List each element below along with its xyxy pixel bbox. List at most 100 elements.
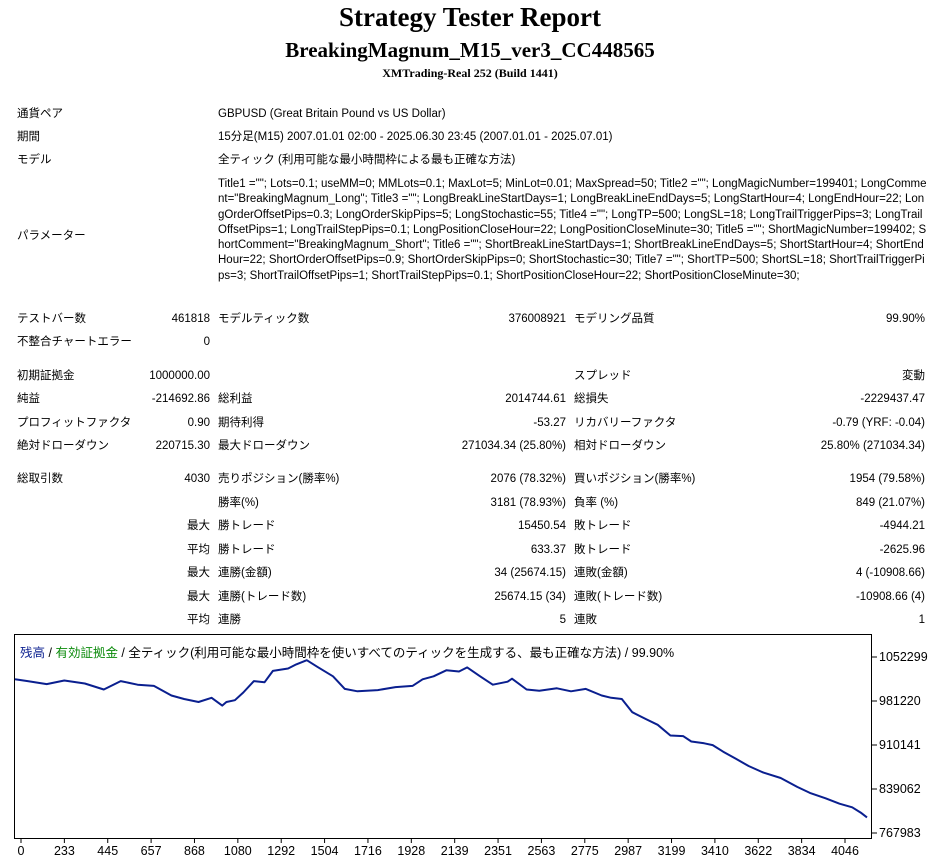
long-positions-label: 買いポジション(勝率%) xyxy=(574,473,696,485)
balance-chart-frame xyxy=(14,634,872,839)
largest-win-label: 勝トレード xyxy=(218,520,276,532)
legend-separator: / xyxy=(45,646,56,660)
x-tick-label: 868 xyxy=(184,844,205,858)
x-tick-label: 2775 xyxy=(571,844,599,858)
max-drawdown-value: 271034.34 (25.80%) xyxy=(461,440,566,452)
short-positions-label: 売りポジション(勝率%) xyxy=(218,473,340,485)
expected-payoff-label: 期待利得 xyxy=(218,417,264,429)
expected-payoff-value: -53.27 xyxy=(533,417,566,429)
deposit-value: 1000000.00 xyxy=(149,370,210,382)
average-consecutive-losses-label: 連敗 xyxy=(574,614,597,626)
model-label: モデル xyxy=(17,154,52,166)
x-tick-label: 1292 xyxy=(267,844,295,858)
symbol-value: GBPUSD (Great Britain Pound vs US Dollar… xyxy=(218,108,446,120)
report-title: Strategy Tester Report xyxy=(339,2,601,32)
loss-rate-value: 849 (21.07%) xyxy=(855,497,925,509)
total-trades-label: 総取引数 xyxy=(17,473,63,485)
x-tick-label: 1504 xyxy=(311,844,339,858)
average-win-value: 633.37 xyxy=(530,544,566,556)
server-info: XMTrading-Real 252 (Build 1441) xyxy=(382,66,558,80)
short-positions-value: 2076 (78.32%) xyxy=(490,473,566,485)
expert-name: BreakingMagnum_M15_ver3_CC448565 xyxy=(285,38,655,62)
consecutive-losses-money-label: 連敗(金額) xyxy=(574,567,628,579)
average-consecutive-wins-label: 連勝 xyxy=(218,614,241,626)
spread-value: 変動 xyxy=(902,370,925,382)
consecutive-profit-label: 連勝(トレード数) xyxy=(218,591,307,603)
largest-loss-value: -4944.21 xyxy=(879,520,925,532)
legend-model: 全ティック(利用可能な最小時間枠を使いすべてのティックを生成する、最も正確な方法… xyxy=(128,646,675,660)
x-tick-label: 2563 xyxy=(528,844,556,858)
largest-label: 最大 xyxy=(187,520,210,532)
bars-value: 461818 xyxy=(171,313,210,325)
consecutive-loss-value: -10908.66 (4) xyxy=(855,591,925,603)
bars-label: テストバー数 xyxy=(17,313,86,325)
params-value: Title1 =""; Lots=0.1; useMM=0; MMLots=0.… xyxy=(218,178,927,282)
ticks-label: モデルティック数 xyxy=(218,313,310,325)
recovery-factor-value: -0.79 (YRF: -0.04) xyxy=(832,417,925,429)
consecutive-losses-money-value: 4 (-10908.66) xyxy=(855,567,925,579)
quality-value: 99.90% xyxy=(885,313,925,325)
relative-drawdown-label: 相対ドローダウン xyxy=(574,440,666,452)
x-tick-label: 3410 xyxy=(701,844,729,858)
profit-factor-label: プロフィットファクタ xyxy=(17,417,132,429)
mismatch-label: 不整合チャートエラー xyxy=(17,336,132,348)
x-tick-label: 1716 xyxy=(354,844,382,858)
absolute-drawdown-label: 絶対ドローダウン xyxy=(17,440,109,452)
net-profit-value: -214692.86 xyxy=(151,393,210,405)
average-loss-value: -2625.96 xyxy=(879,544,925,556)
profit-factor-value: 0.90 xyxy=(187,417,210,429)
model-value: 全ティック (利用可能な最小時間枠による最も正確な方法) xyxy=(218,154,516,166)
consecutive-loss-label: 連敗(トレード数) xyxy=(574,591,663,603)
max-consecutive-count-label: 最大 xyxy=(187,591,210,603)
max-consecutive-label: 最大 xyxy=(187,567,210,579)
y-tick-label: 981220 xyxy=(879,694,921,708)
period-value: 15分足(M15) 2007.01.01 02:00 - 2025.06.30 … xyxy=(218,131,613,143)
average-label: 平均 xyxy=(187,544,210,556)
x-tick-label: 657 xyxy=(141,844,162,858)
largest-loss-label: 敗トレード xyxy=(574,520,632,532)
average-loss-label: 敗トレード xyxy=(574,544,632,556)
x-tick-label: 1080 xyxy=(224,844,252,858)
x-tick-label: 3834 xyxy=(788,844,816,858)
x-tick-label: 445 xyxy=(97,844,118,858)
ticks-value: 376008921 xyxy=(508,313,566,325)
x-tick-label: 2351 xyxy=(484,844,512,858)
x-tick-label: 1928 xyxy=(397,844,425,858)
consecutive-wins-money-value: 34 (25674.15) xyxy=(494,567,566,579)
gross-profit-value: 2014744.61 xyxy=(505,393,566,405)
gross-loss-label: 総損失 xyxy=(574,393,609,405)
largest-win-value: 15450.54 xyxy=(518,520,566,532)
x-tick-label: 3622 xyxy=(744,844,772,858)
x-tick-label: 233 xyxy=(54,844,75,858)
x-tick-label: 4046 xyxy=(831,844,859,858)
win-rate-label: 勝率(%) xyxy=(218,497,259,509)
x-tick-label: 3199 xyxy=(658,844,686,858)
x-tick-label: 2987 xyxy=(614,844,642,858)
y-tick-label: 839062 xyxy=(879,782,921,796)
x-tick-label: 2139 xyxy=(441,844,469,858)
average-consecutive-wins-value: 5 xyxy=(559,614,566,626)
spread-label: スプレッド xyxy=(574,370,632,382)
legend-equity: 有効証拠金 xyxy=(55,646,118,660)
chart-legend: 残高 / 有効証拠金 / 全ティック(利用可能な最小時間枠を使いすべてのティック… xyxy=(20,642,674,661)
legend-separator: / xyxy=(117,646,129,660)
balance-series-line xyxy=(14,659,868,819)
deposit-label: 初期証拠金 xyxy=(17,370,75,382)
consecutive-profit-value: 25674.15 (34) xyxy=(494,591,566,603)
legend-balance: 残高 xyxy=(20,646,46,660)
consecutive-wins-money-label: 連勝(金額) xyxy=(218,567,272,579)
max-drawdown-label: 最大ドローダウン xyxy=(218,440,310,452)
total-trades-value: 4030 xyxy=(184,473,210,485)
gross-loss-value: -2229437.47 xyxy=(860,393,925,405)
average-win-label: 勝トレード xyxy=(218,544,276,556)
gross-profit-label: 総利益 xyxy=(218,393,253,405)
recovery-factor-label: リカバリーファクタ xyxy=(574,417,677,429)
y-tick-label: 767983 xyxy=(879,826,921,840)
net-profit-label: 純益 xyxy=(17,393,40,405)
quality-label: モデリング品質 xyxy=(574,313,655,325)
symbol-label: 通貨ペア xyxy=(17,108,63,120)
period-label: 期間 xyxy=(17,131,40,143)
average-consecutive-label: 平均 xyxy=(187,614,210,626)
average-consecutive-losses-value: 1 xyxy=(918,614,925,626)
